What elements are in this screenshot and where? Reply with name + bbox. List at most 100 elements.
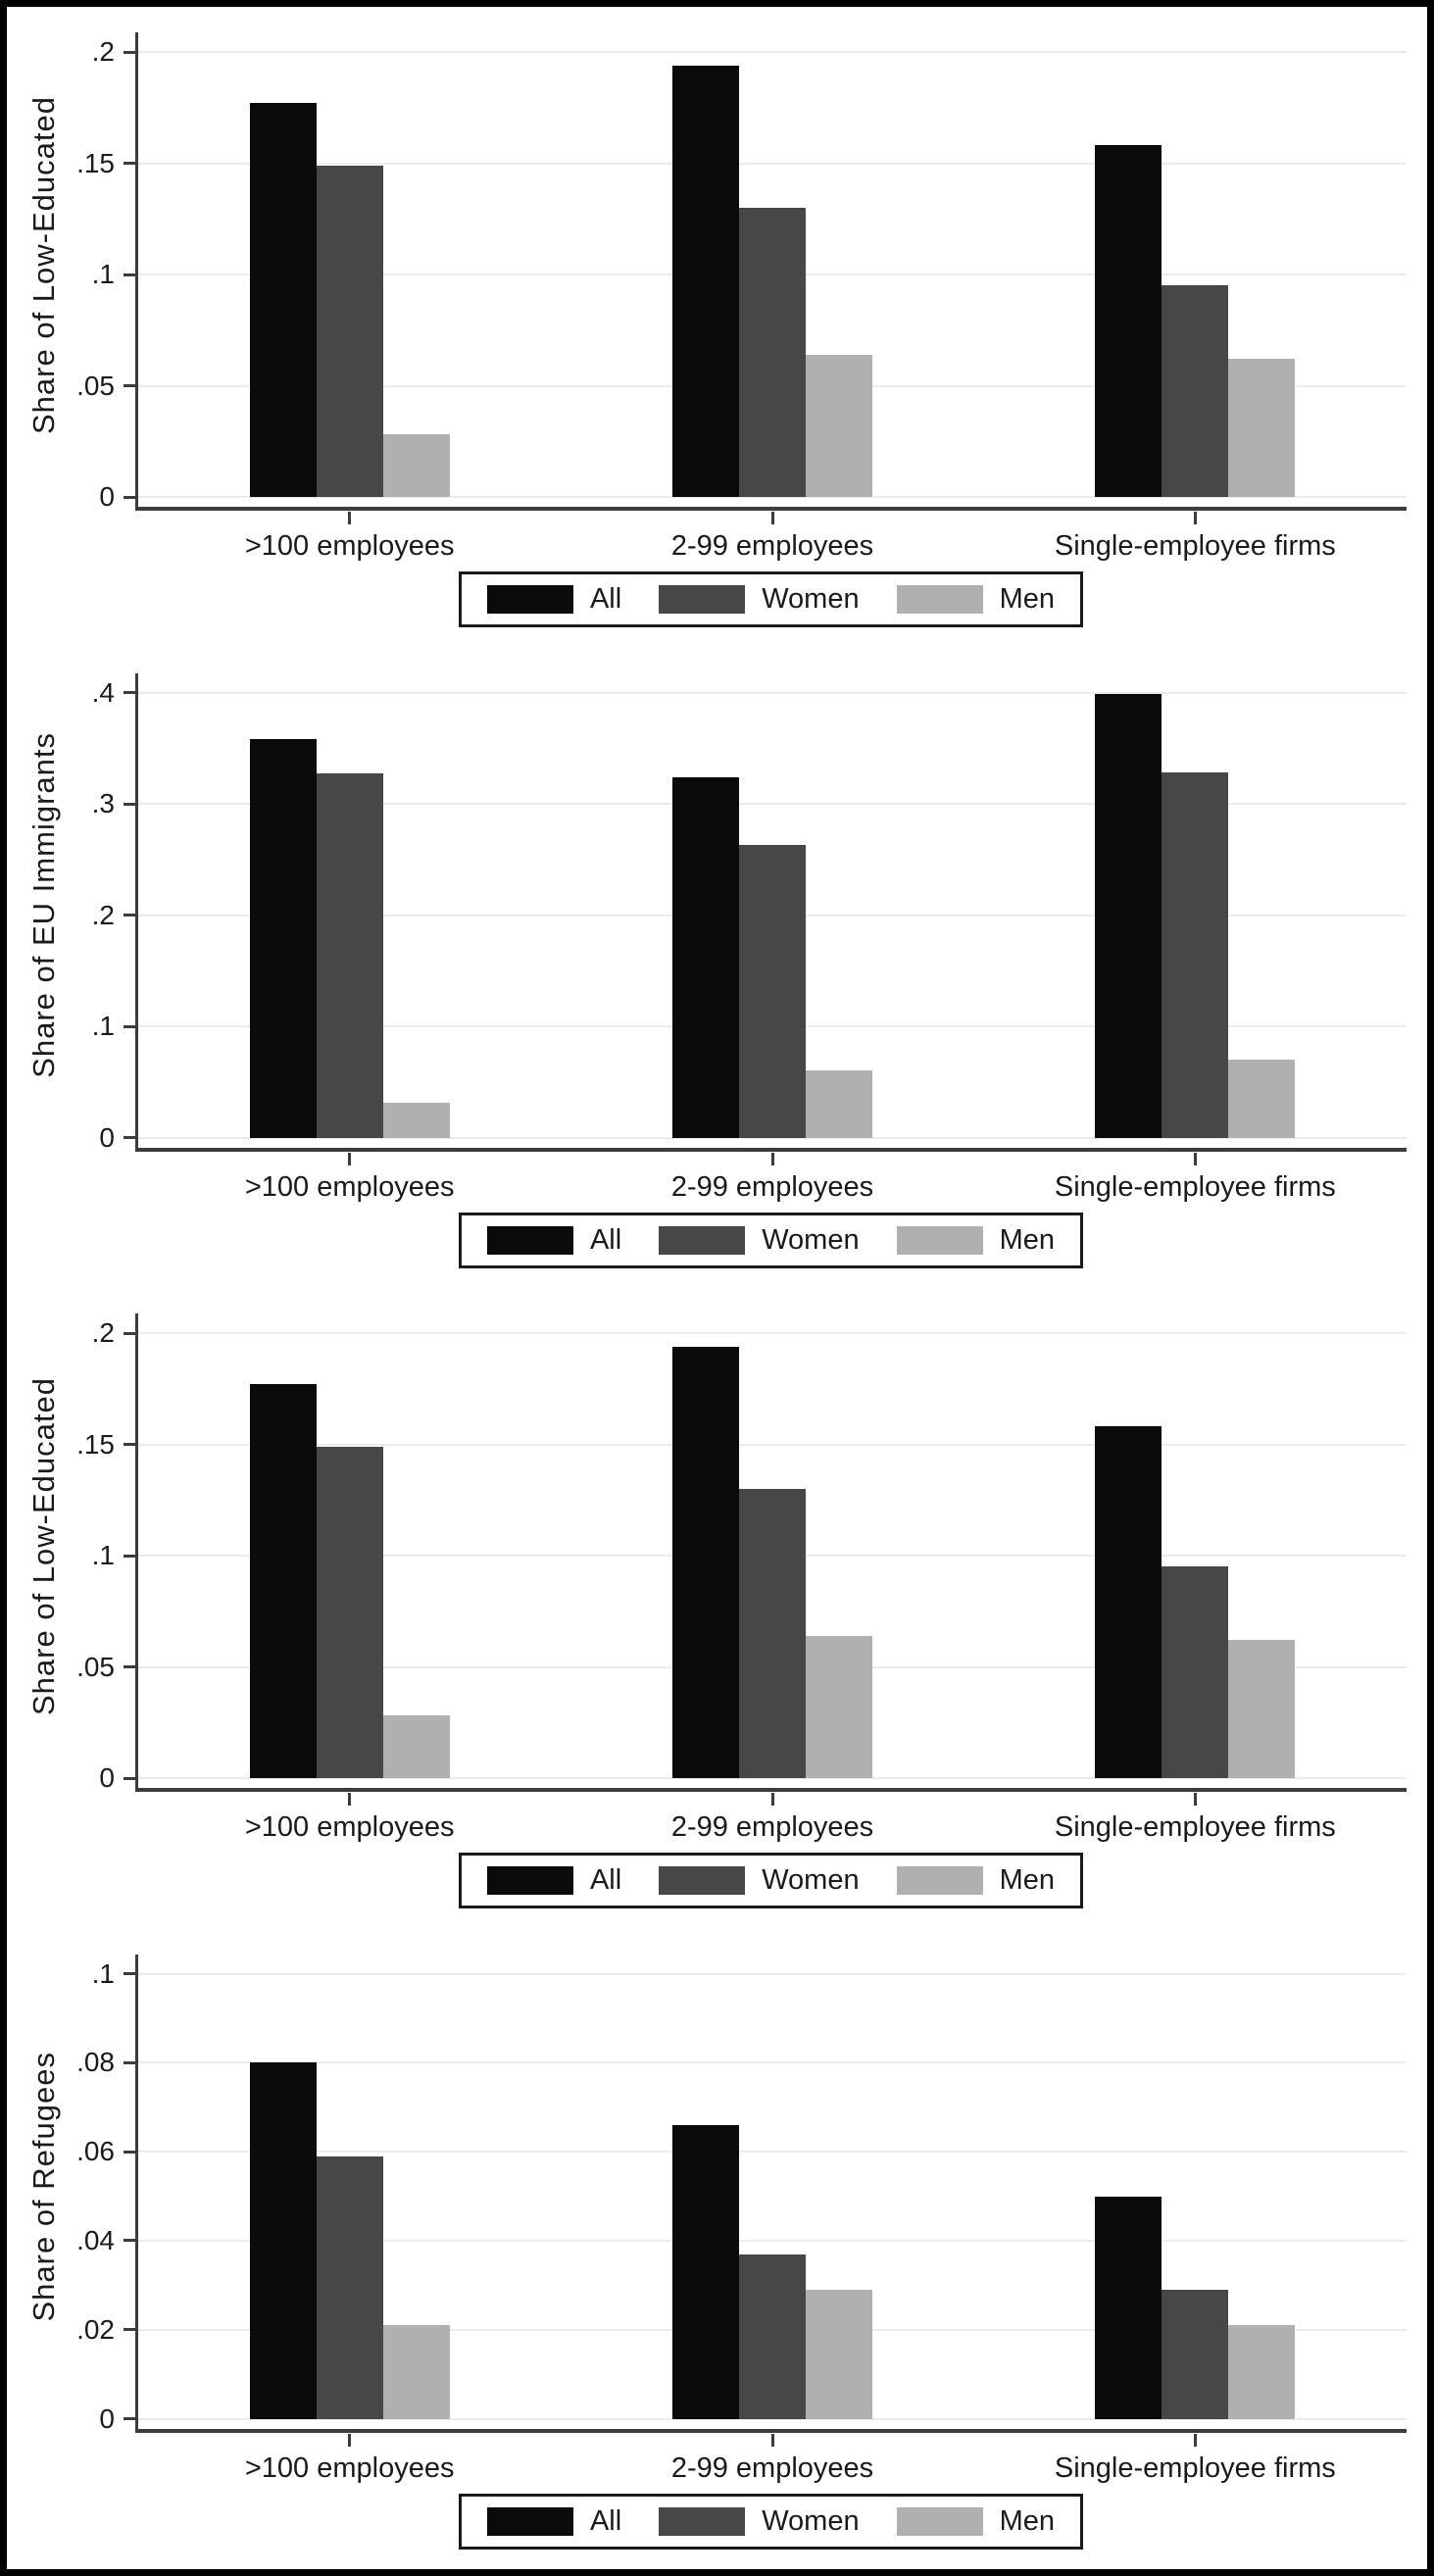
bar-men-group2 bbox=[806, 354, 872, 497]
legend-item-women: Women bbox=[659, 585, 860, 614]
bar-women-group3 bbox=[1162, 1566, 1229, 1778]
legend-item-women: Women bbox=[659, 1223, 860, 1256]
bar-all-group3 bbox=[1095, 145, 1162, 497]
y-tick-mark bbox=[124, 2060, 135, 2064]
bar-all-group2 bbox=[672, 65, 739, 497]
legend-label-all: All bbox=[589, 583, 622, 615]
bar-all-group1 bbox=[249, 2062, 317, 2419]
legend-label-all: All bbox=[589, 2504, 622, 2537]
x-tick-mark bbox=[770, 512, 774, 524]
y-tick-label: .2 bbox=[91, 36, 115, 67]
y-tick-label: .05 bbox=[76, 1651, 115, 1682]
y-tick-label: .04 bbox=[76, 2224, 115, 2255]
plot-area: >100 employees 2-99 employees Single-emplo… bbox=[124, 32, 1407, 562]
bar-men-group1 bbox=[382, 434, 450, 497]
legend-label-men: Men bbox=[999, 1864, 1056, 1896]
x-axis-line bbox=[135, 1788, 1407, 1792]
y-tick-mark bbox=[124, 2328, 135, 2332]
legend-label-all: All bbox=[589, 1864, 622, 1896]
legend-row: All Women Men bbox=[135, 571, 1407, 627]
y-tick-mark bbox=[124, 495, 135, 499]
chart-panel-3: Share of Low-Educated >100 employees 2-99 … bbox=[7, 1288, 1427, 1929]
legend-row: All Women Men bbox=[135, 1853, 1407, 1908]
y-tick-mark bbox=[124, 2239, 135, 2243]
y-tick-mark bbox=[124, 1665, 135, 1668]
bar-all-group2 bbox=[672, 776, 739, 1138]
x-tick-mark bbox=[348, 1152, 352, 1165]
bar-all-group1 bbox=[249, 739, 317, 1138]
gridline bbox=[138, 2151, 1407, 2154]
x-tick-mark bbox=[348, 1793, 352, 1806]
bar-men-group2 bbox=[806, 1070, 872, 1138]
y-tick-mark bbox=[124, 384, 135, 387]
gridline bbox=[138, 803, 1407, 805]
y-tick-label: .4 bbox=[91, 676, 115, 708]
bar-women-group1 bbox=[316, 1446, 383, 1778]
bar-men-group1 bbox=[382, 1715, 450, 1778]
legend-label-women: Women bbox=[762, 1864, 860, 1896]
y-tick-mark bbox=[124, 802, 135, 806]
legend-swatch-men bbox=[896, 1866, 983, 1895]
legend-label-all: All bbox=[589, 1223, 622, 1256]
legend-box: All Women Men bbox=[458, 1212, 1084, 1268]
bar-all-group3 bbox=[1095, 2196, 1162, 2419]
legend-item-all: All bbox=[486, 583, 622, 615]
y-tick-label: 0 bbox=[99, 1762, 115, 1793]
x-axis-line bbox=[135, 507, 1407, 511]
bar-women-group2 bbox=[739, 207, 806, 497]
y-tick-label: .1 bbox=[91, 1540, 115, 1570]
y-tick-mark bbox=[124, 1136, 135, 1139]
y-axis-title-wrap: Share of Refugees bbox=[23, 1955, 66, 2419]
chart-panel-4: Share of Refugees >100 employees 2-99 empl… bbox=[7, 1928, 1427, 2569]
x-tick-mark bbox=[348, 2433, 352, 2447]
x-axis-line bbox=[135, 2428, 1407, 2433]
y-tick-label: .08 bbox=[76, 2047, 115, 2078]
x-category-label: 2-99 employees bbox=[670, 2452, 874, 2484]
y-tick-mark bbox=[124, 1024, 135, 1028]
bar-women-group2 bbox=[739, 1488, 806, 1778]
gridline bbox=[138, 2417, 1407, 2420]
gridline bbox=[138, 162, 1407, 165]
y-tick-mark bbox=[124, 2417, 135, 2420]
x-category-label: 2-99 employees bbox=[670, 1170, 874, 1203]
legend-box: All Women Men bbox=[458, 1853, 1084, 1908]
bar-women-group3 bbox=[1162, 285, 1229, 497]
legend-label-men: Men bbox=[999, 1223, 1056, 1256]
x-category-label: 2-99 employees bbox=[670, 1811, 874, 1843]
bar-women-group1 bbox=[316, 2155, 383, 2419]
legend-box: All Women Men bbox=[458, 571, 1084, 627]
legend-label-men: Men bbox=[999, 583, 1056, 615]
y-tick-mark bbox=[124, 50, 135, 54]
x-category-label: >100 employees bbox=[244, 530, 455, 562]
bar-women-group2 bbox=[739, 845, 806, 1138]
legend-row: All Women Men bbox=[135, 1212, 1407, 1268]
legend-swatch-all bbox=[486, 2506, 573, 2536]
legend-swatch-all bbox=[486, 1225, 573, 1255]
y-tick-mark bbox=[124, 1776, 135, 1780]
gridline bbox=[138, 496, 1407, 498]
bar-women-group2 bbox=[739, 2254, 806, 2419]
y-tick-label: 0 bbox=[99, 1121, 115, 1153]
gridline bbox=[138, 51, 1407, 53]
y-tick-label: .15 bbox=[76, 147, 115, 178]
y-tick-label: .02 bbox=[76, 2313, 115, 2345]
legend-swatch-women bbox=[659, 1225, 746, 1255]
legend-label-women: Women bbox=[762, 1223, 860, 1256]
bar-all-group3 bbox=[1095, 693, 1162, 1138]
legend-swatch-men bbox=[896, 1225, 983, 1255]
y-tick-mark bbox=[124, 691, 135, 694]
bar-all-group1 bbox=[249, 103, 317, 497]
legend-item-men: Men bbox=[896, 583, 1056, 615]
gridline bbox=[138, 691, 1407, 694]
legend-item-women: Women bbox=[659, 2506, 860, 2536]
bar-women-group1 bbox=[316, 165, 383, 497]
y-tick-label: .06 bbox=[76, 2136, 115, 2167]
y-tick-label: .2 bbox=[91, 899, 115, 930]
bar-all-group2 bbox=[672, 1346, 739, 1778]
legend-item-men: Men bbox=[896, 2506, 1055, 2536]
y-tick-mark bbox=[124, 914, 135, 916]
legend-swatch-women bbox=[659, 2506, 746, 2536]
chart-panel-2: Share of EU Immigrants >100 employees 2-99… bbox=[7, 647, 1427, 1288]
bar-men-group3 bbox=[1228, 359, 1296, 497]
